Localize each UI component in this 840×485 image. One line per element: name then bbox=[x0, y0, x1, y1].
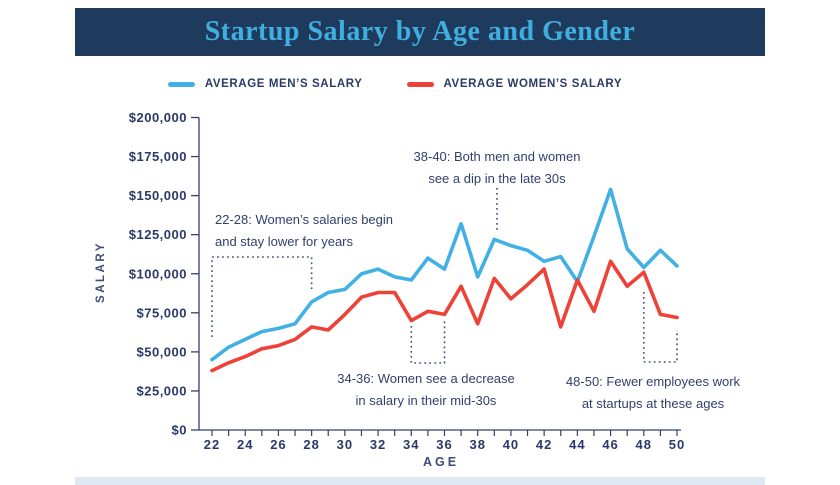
page-title: Startup Salary by Age and Gender bbox=[204, 16, 636, 47]
annotation-34-36: 34-36: Women see a decrease in salary in… bbox=[320, 368, 532, 412]
women-salary-line bbox=[210, 259, 679, 373]
y-tick-label: $75,000 bbox=[137, 305, 188, 320]
y-tick-label: $150,000 bbox=[129, 188, 187, 203]
leader-22-28 bbox=[211, 256, 313, 337]
chart-legend: AVERAGE MEN’S SALARY AVERAGE WOMEN’S SAL… bbox=[75, 74, 715, 94]
x-tick-label: 48 bbox=[636, 437, 652, 452]
annotation-22-28: 22-28: Women’s salaries begin and stay l… bbox=[215, 209, 425, 253]
men-salary-line bbox=[210, 187, 679, 362]
x-tick-label: 28 bbox=[303, 437, 319, 452]
annotation-22-28-line2: and stay lower for years bbox=[215, 234, 354, 249]
legend-item-women: AVERAGE WOMEN’S SALARY bbox=[406, 78, 623, 90]
x-tick-label: 44 bbox=[569, 437, 585, 452]
footer-strip bbox=[75, 477, 765, 485]
annotation-22-28-line1: 22-28: Women’s salaries begin bbox=[215, 212, 394, 227]
annotation-38-40-line1: 38-40: Both men and women bbox=[413, 149, 581, 164]
x-tick-label: 50 bbox=[669, 437, 685, 452]
header-band: Startup Salary by Age and Gender bbox=[75, 8, 765, 56]
y-tick-label: $25,000 bbox=[137, 383, 188, 398]
y-tick-label: $200,000 bbox=[129, 110, 187, 125]
y-tick-label: $50,000 bbox=[137, 344, 188, 359]
leader-34-36 bbox=[410, 320, 446, 364]
annotation-48-50: 48-50: Fewer employees work at startups … bbox=[550, 371, 756, 415]
x-tick-label: 32 bbox=[370, 437, 386, 452]
x-tick-label: 26 bbox=[270, 437, 286, 452]
y-axis-title: SALARY bbox=[95, 241, 107, 303]
x-tick-label: 30 bbox=[337, 437, 353, 452]
x-axis-title: AGE bbox=[423, 455, 459, 469]
leader-48-50 bbox=[642, 292, 678, 363]
x-tick-label: 36 bbox=[436, 437, 452, 452]
y-tick-label: $100,000 bbox=[129, 266, 187, 281]
x-tick-label: 34 bbox=[403, 437, 419, 452]
legend-label-women: AVERAGE WOMEN’S SALARY bbox=[443, 78, 623, 90]
x-tick-label: 40 bbox=[503, 437, 519, 452]
y-tick-label: $125,000 bbox=[129, 227, 187, 242]
annotation-38-40: 38-40: Both men and women see a dip in t… bbox=[387, 146, 607, 190]
annotation-34-36-line1: 34-36: Women see a decrease bbox=[337, 371, 515, 386]
x-tick-label: 42 bbox=[536, 437, 552, 452]
y-tick-label: $175,000 bbox=[129, 149, 187, 164]
x-tick-label: 24 bbox=[237, 437, 253, 452]
legend-label-men: AVERAGE MEN’S SALARY bbox=[204, 78, 363, 90]
x-tick-label: 46 bbox=[602, 437, 618, 452]
men-line-swatch bbox=[167, 81, 195, 87]
annotation-48-50-line2: at startups at these ages bbox=[581, 396, 725, 411]
legend-item-men: AVERAGE MEN’S SALARY bbox=[167, 78, 363, 90]
x-tick-label: 22 bbox=[204, 437, 220, 452]
annotation-34-36-line2: in salary in their mid-30s bbox=[355, 393, 497, 408]
women-line-swatch bbox=[406, 81, 434, 87]
x-tick-label: 38 bbox=[469, 437, 485, 452]
y-tick-label: $0 bbox=[172, 423, 187, 438]
annotation-38-40-line2: see a dip in the late 30s bbox=[428, 171, 566, 186]
annotation-48-50-line1: 48-50: Fewer employees work bbox=[565, 374, 741, 389]
